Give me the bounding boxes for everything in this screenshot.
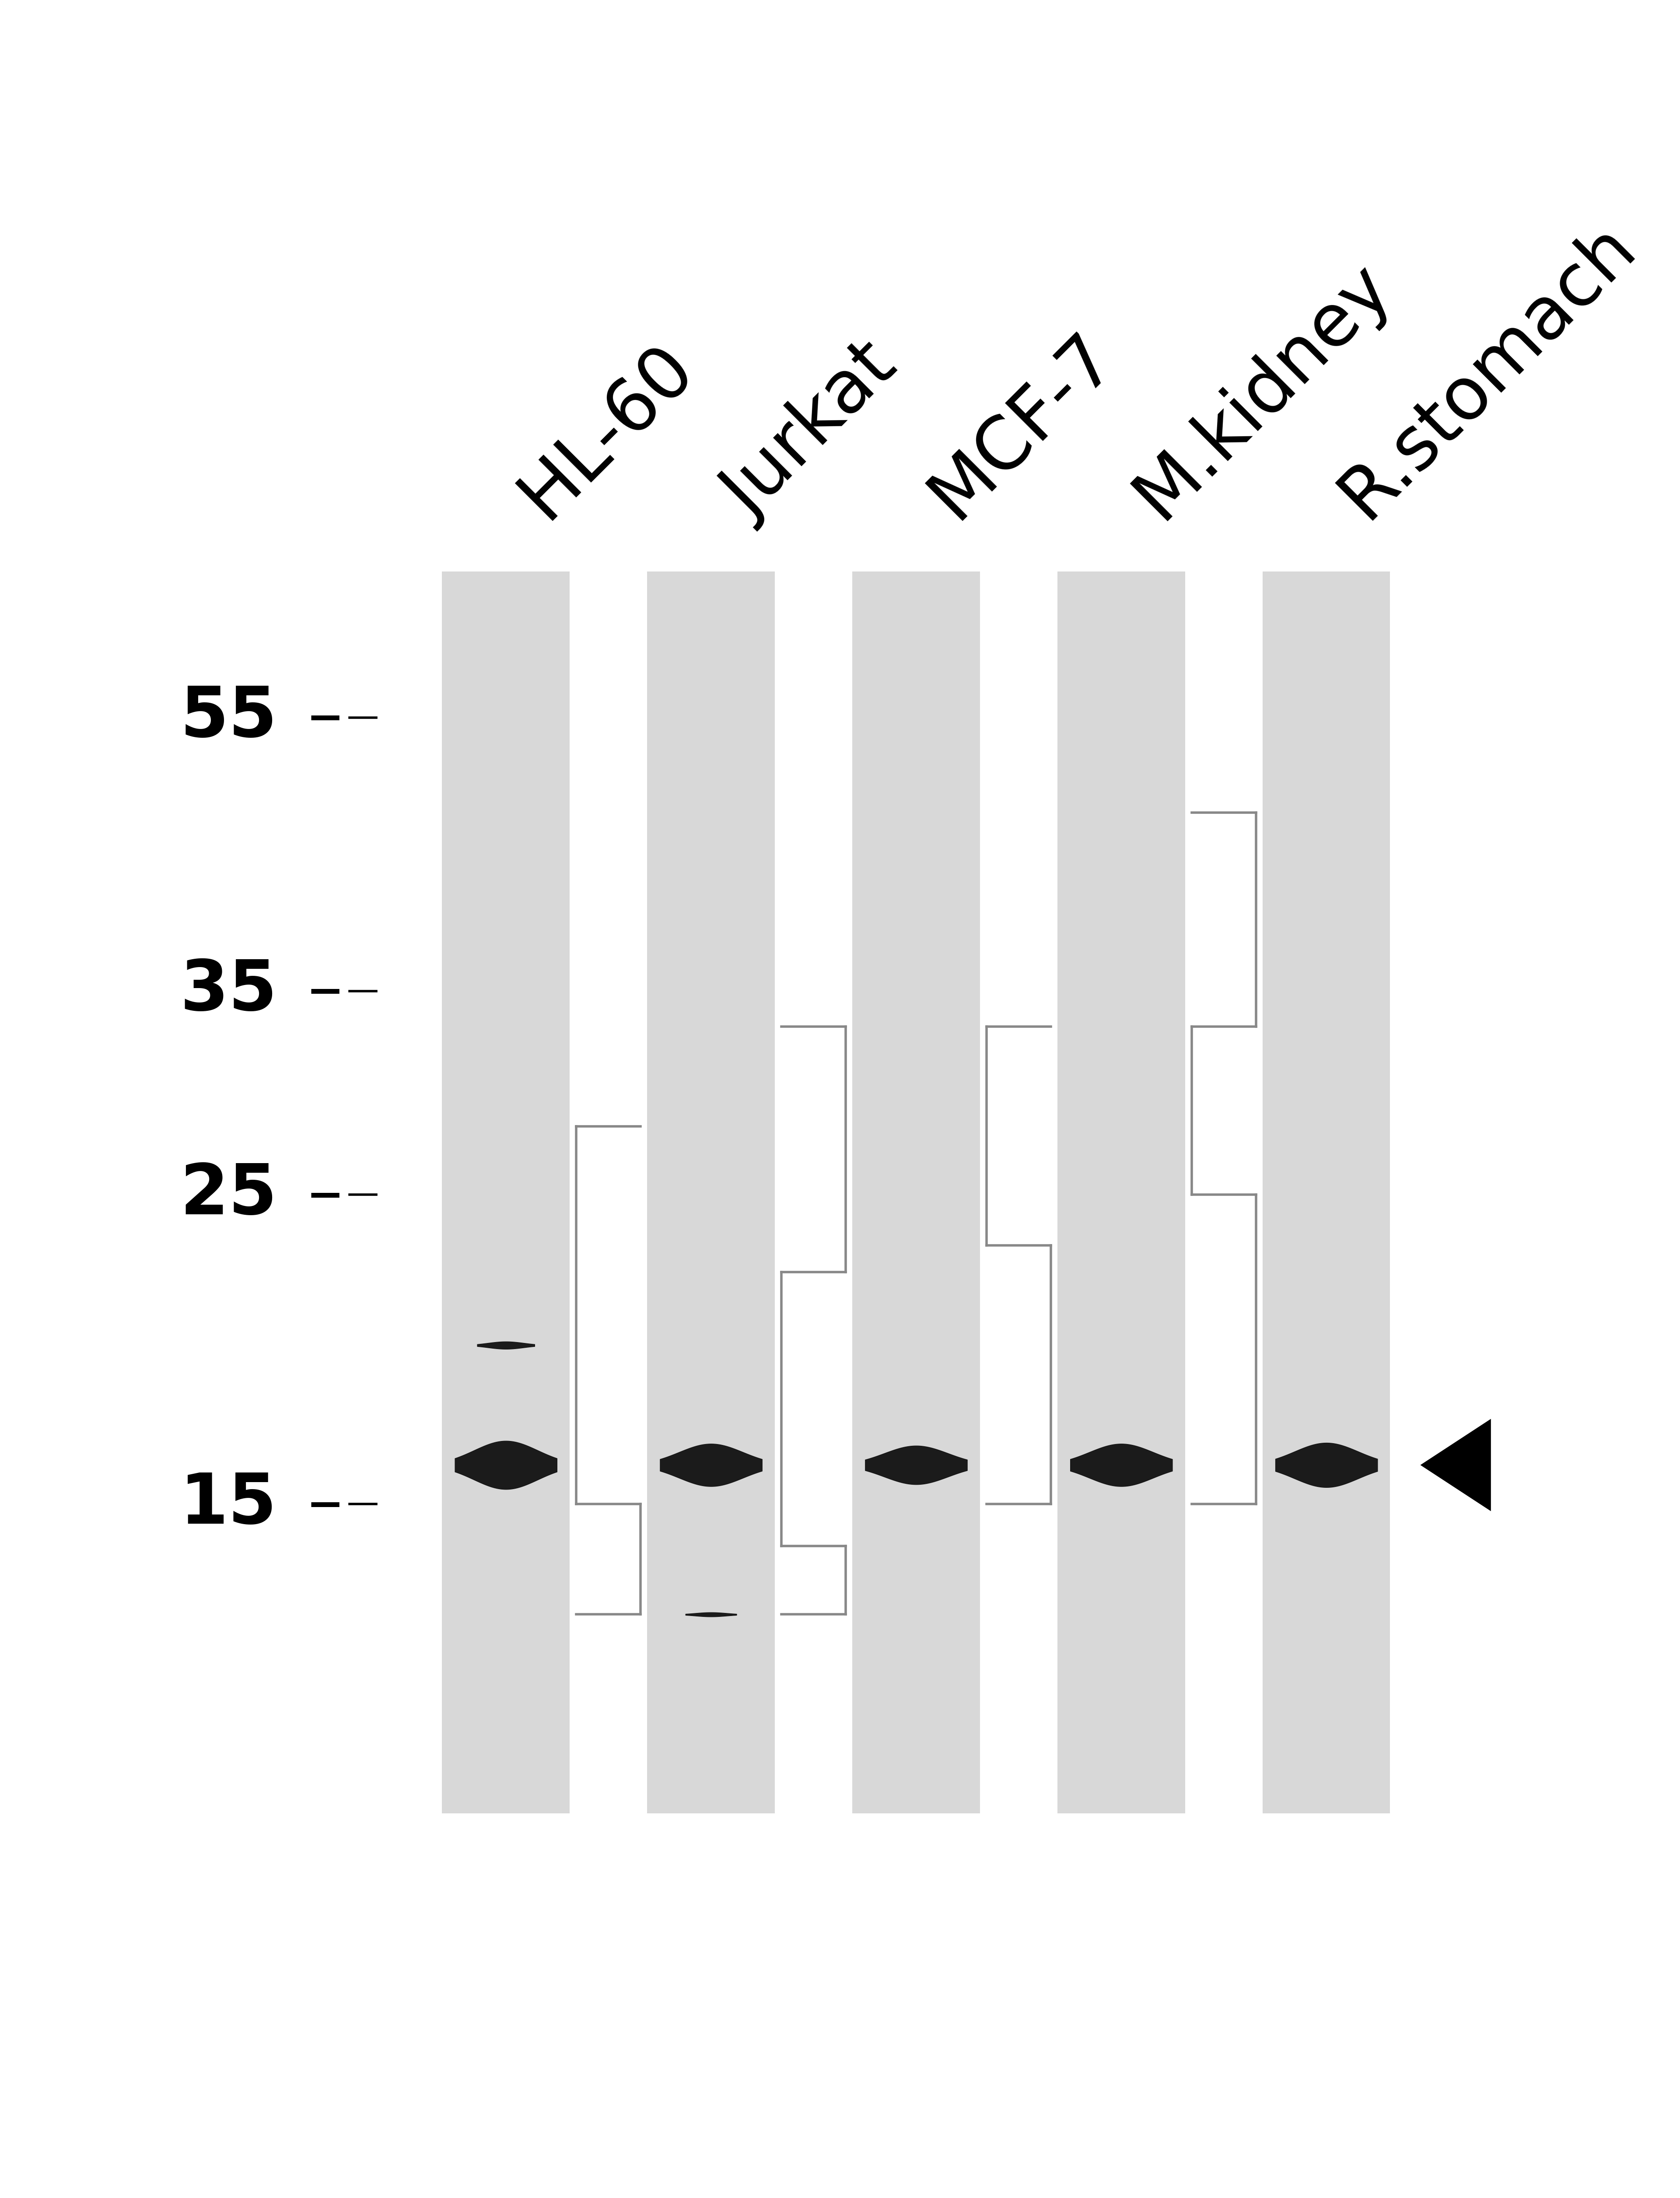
Bar bbox=[1263, 571, 1389, 1813]
Text: –: – bbox=[286, 684, 343, 752]
Text: R.stomach: R.stomach bbox=[1327, 209, 1648, 532]
Text: HL-60: HL-60 bbox=[506, 330, 707, 532]
Text: M.kidney: M.kidney bbox=[1121, 248, 1404, 532]
Bar bbox=[852, 571, 979, 1813]
Text: 15: 15 bbox=[180, 1470, 277, 1539]
Bar bbox=[442, 571, 570, 1813]
Bar bbox=[647, 571, 774, 1813]
Text: 25: 25 bbox=[180, 1161, 277, 1229]
Text: –: – bbox=[286, 1470, 343, 1539]
Text: 35: 35 bbox=[180, 956, 277, 1024]
Text: –: – bbox=[286, 1161, 343, 1229]
Text: Jurkat: Jurkat bbox=[711, 332, 911, 532]
Bar bbox=[1057, 571, 1184, 1813]
Polygon shape bbox=[1420, 1420, 1490, 1512]
Text: MCF-7: MCF-7 bbox=[916, 321, 1127, 532]
Text: –: – bbox=[286, 956, 343, 1024]
Text: 55: 55 bbox=[180, 684, 277, 752]
